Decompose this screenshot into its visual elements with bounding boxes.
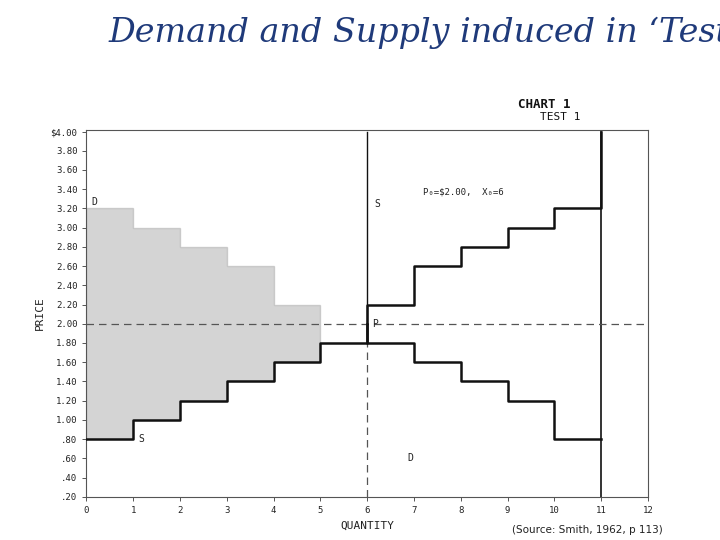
Text: S: S [138, 434, 144, 444]
Text: P: P [372, 319, 378, 329]
Y-axis label: PRICE: PRICE [35, 296, 45, 330]
Text: Demand and Supply induced in ‘Test 1’: Demand and Supply induced in ‘Test 1’ [108, 16, 720, 49]
X-axis label: QUANTITY: QUANTITY [340, 521, 395, 530]
Polygon shape [86, 208, 320, 439]
Text: (Source: Smith, 1962, p 113): (Source: Smith, 1962, p 113) [512, 524, 662, 535]
Text: D: D [91, 197, 97, 207]
Text: CHART 1: CHART 1 [518, 98, 571, 111]
Text: D: D [407, 453, 413, 463]
Text: P₀=$2.00,  X₀=6: P₀=$2.00, X₀=6 [423, 187, 504, 196]
Text: S: S [374, 199, 380, 208]
Text: TEST 1: TEST 1 [540, 111, 580, 122]
